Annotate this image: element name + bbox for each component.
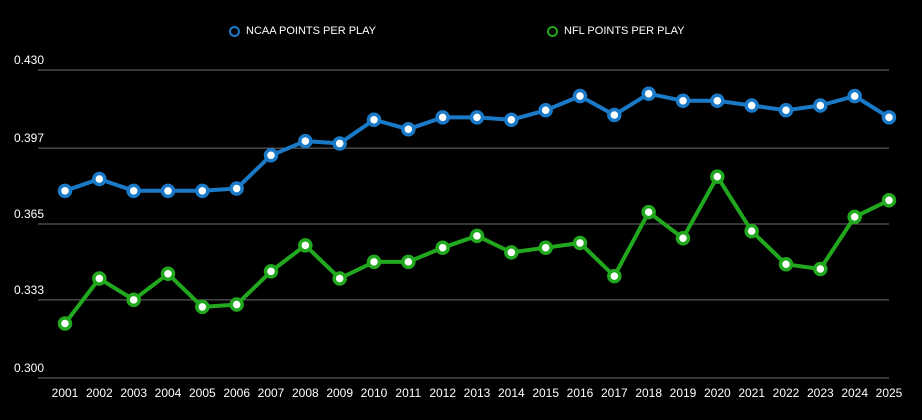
data-point-ncaa[interactable] bbox=[881, 110, 897, 125]
x-tick-label: 2023 bbox=[807, 386, 834, 400]
data-point-nfl[interactable] bbox=[435, 240, 450, 255]
data-point-nfl[interactable] bbox=[229, 297, 244, 312]
data-point-nfl[interactable] bbox=[298, 238, 313, 253]
data-point-ncaa[interactable] bbox=[126, 183, 141, 199]
nfl-legend-marker-icon bbox=[547, 25, 558, 37]
data-point-ncaa[interactable] bbox=[435, 110, 450, 125]
data-point-nfl[interactable] bbox=[366, 254, 382, 270]
x-tick-label: 2024 bbox=[841, 386, 868, 400]
legend-item-ncaa[interactable]: NCAA POINTS PER PLAY bbox=[229, 22, 376, 40]
data-point-ncaa[interactable] bbox=[160, 183, 176, 199]
data-point-nfl[interactable] bbox=[641, 204, 656, 220]
x-tick-label: 2012 bbox=[429, 386, 456, 400]
x-tick-label: 2020 bbox=[704, 386, 731, 400]
x-tick-label: 2014 bbox=[498, 386, 525, 400]
data-point-nfl[interactable] bbox=[881, 193, 897, 208]
data-point-nfl[interactable] bbox=[504, 245, 519, 260]
x-tick-label: 2016 bbox=[567, 386, 594, 400]
data-point-nfl[interactable] bbox=[538, 240, 553, 255]
x-tick-label: 2011 bbox=[395, 386, 421, 400]
data-point-nfl[interactable] bbox=[675, 230, 691, 246]
data-point-ncaa[interactable] bbox=[92, 171, 107, 187]
data-point-nfl[interactable] bbox=[263, 264, 279, 279]
gridlines bbox=[38, 69, 889, 379]
legend-label-nfl: NFL POINTS PER PLAY bbox=[564, 25, 685, 37]
y-tick-label: 0.300 bbox=[14, 361, 44, 375]
x-tick-label: 2013 bbox=[464, 386, 491, 400]
y-tick-label: 0.333 bbox=[14, 283, 44, 297]
data-point-nfl[interactable] bbox=[126, 292, 141, 308]
x-tick-label: 2022 bbox=[773, 386, 800, 400]
data-point-ncaa[interactable] bbox=[607, 107, 622, 123]
data-point-nfl[interactable] bbox=[710, 169, 725, 184]
ncaa-legend-marker-icon bbox=[229, 25, 240, 37]
data-point-ncaa[interactable] bbox=[572, 88, 588, 104]
series-line-ncaa bbox=[64, 91, 891, 193]
x-tick-label: 2003 bbox=[120, 386, 147, 400]
x-tick-label: 2008 bbox=[292, 386, 319, 400]
x-tick-label: 2007 bbox=[258, 386, 285, 400]
data-point-nfl[interactable] bbox=[813, 261, 828, 277]
legend-item-nfl[interactable]: NFL POINTS PER PLAY bbox=[547, 22, 684, 40]
x-tick-label: 2015 bbox=[532, 386, 559, 400]
x-tick-label: 2010 bbox=[361, 386, 388, 400]
data-point-nfl[interactable] bbox=[332, 271, 347, 286]
x-tick-label: 2001 bbox=[52, 386, 79, 400]
x-tick-label: 2006 bbox=[223, 386, 250, 400]
data-point-nfl[interactable] bbox=[195, 299, 210, 315]
x-axis-ticks: 2001 2002 2003 2004 2005 2006 2007 2008 2009 2010… bbox=[52, 386, 903, 400]
data-point-nfl[interactable] bbox=[847, 209, 862, 225]
data-point-ncaa[interactable] bbox=[778, 103, 794, 118]
x-tick-label: 2018 bbox=[635, 386, 662, 400]
data-point-nfl[interactable] bbox=[401, 254, 416, 270]
data-point-nfl[interactable] bbox=[607, 268, 622, 284]
x-tick-label: 2017 bbox=[601, 386, 628, 400]
data-point-nfl[interactable] bbox=[92, 271, 107, 286]
data-point-nfl[interactable] bbox=[744, 223, 759, 239]
data-point-nfl[interactable] bbox=[160, 266, 176, 282]
data-point-ncaa[interactable] bbox=[298, 133, 313, 149]
data-point-nfl[interactable] bbox=[778, 257, 794, 272]
data-point-ncaa[interactable] bbox=[469, 110, 485, 125]
data-point-nfl[interactable] bbox=[572, 235, 588, 251]
data-point-ncaa[interactable] bbox=[847, 88, 862, 104]
legend-label-ncaa: NCAA POINTS PER PLAY bbox=[246, 25, 377, 37]
data-point-ncaa[interactable] bbox=[504, 112, 519, 128]
data-point-ncaa[interactable] bbox=[675, 93, 691, 109]
series-lines bbox=[63, 91, 891, 325]
data-point-ncaa[interactable] bbox=[641, 86, 656, 101]
data-point-ncaa[interactable] bbox=[195, 183, 210, 199]
data-point-ncaa[interactable] bbox=[57, 183, 73, 199]
x-tick-label: 2009 bbox=[326, 386, 353, 400]
y-tick-label: 0.397 bbox=[14, 131, 44, 145]
y-axis-ticks: 0.430 0.397 0.365 0.333 0.300 bbox=[14, 53, 44, 375]
data-point-ncaa[interactable] bbox=[229, 181, 244, 196]
x-tick-label: 2002 bbox=[86, 386, 113, 400]
data-point-nfl[interactable] bbox=[57, 316, 73, 331]
data-point-ncaa[interactable] bbox=[538, 103, 553, 118]
series-line-nfl bbox=[63, 174, 890, 325]
x-tick-label: 2005 bbox=[189, 386, 216, 400]
data-point-ncaa[interactable] bbox=[744, 98, 759, 113]
data-point-ncaa[interactable] bbox=[263, 148, 279, 163]
data-point-nfl[interactable] bbox=[469, 228, 485, 244]
x-tick-label: 2019 bbox=[670, 386, 697, 400]
x-tick-label: 2021 bbox=[738, 386, 765, 400]
data-point-ncaa[interactable] bbox=[401, 121, 416, 137]
y-tick-label: 0.365 bbox=[14, 207, 44, 221]
x-tick-label: 2004 bbox=[155, 386, 182, 400]
data-point-ncaa[interactable] bbox=[332, 136, 347, 151]
data-point-ncaa[interactable] bbox=[710, 93, 725, 109]
y-tick-label: 0.430 bbox=[14, 53, 44, 67]
x-tick-label: 2025 bbox=[876, 386, 903, 400]
data-point-ncaa[interactable] bbox=[366, 112, 382, 128]
series-points bbox=[57, 86, 897, 331]
data-point-ncaa[interactable] bbox=[813, 98, 828, 113]
